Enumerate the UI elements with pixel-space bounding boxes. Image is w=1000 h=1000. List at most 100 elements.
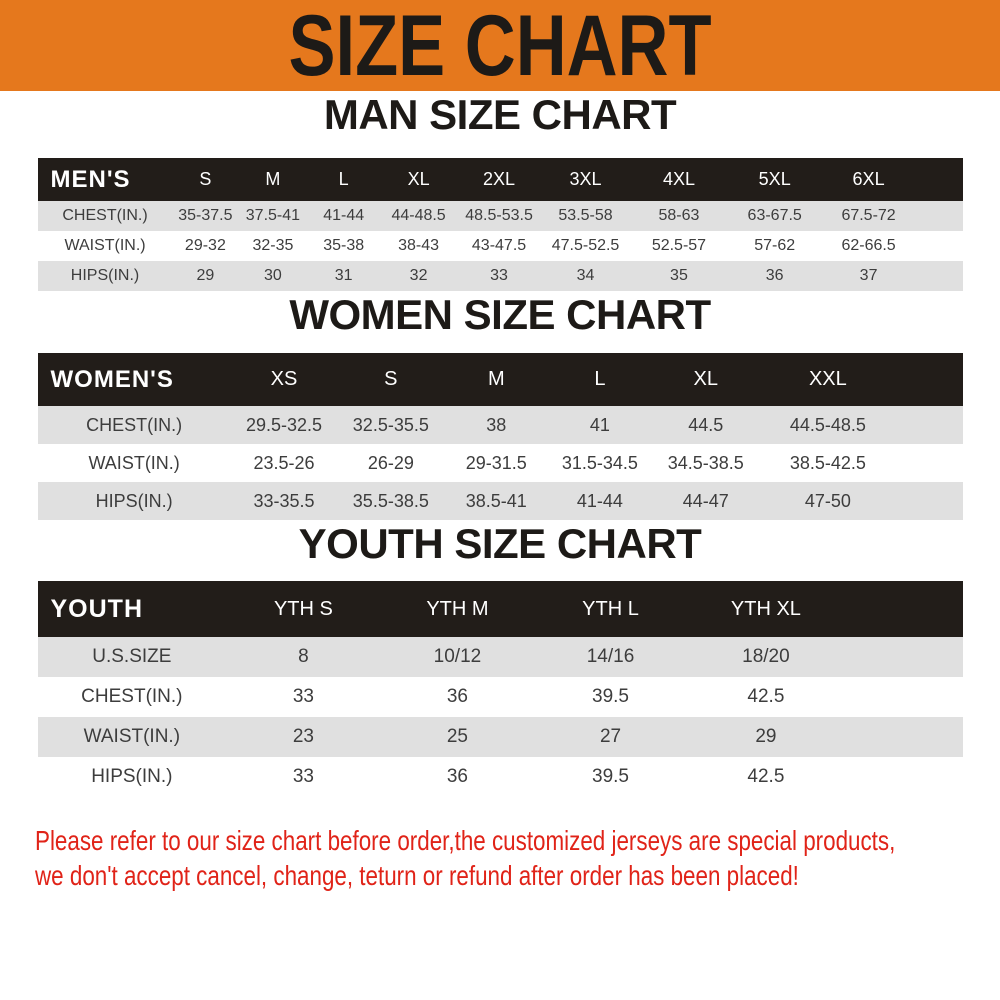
size-value: 42.5	[747, 766, 785, 787]
size-value: 35-37.5	[178, 207, 233, 224]
row-label: HIPS(IN.)	[95, 490, 173, 511]
youth-section-heading: YOUTH SIZE CHART	[298, 520, 702, 567]
women-col-header: XS	[270, 368, 298, 390]
size-value: 36	[765, 267, 784, 284]
size-value: 58-63	[658, 207, 700, 224]
size-value: 36	[446, 686, 468, 707]
size-value: 10/12	[433, 646, 482, 667]
footer-note: Please refer to our size chart before or…	[0, 823, 1000, 893]
size-value: 35-38	[323, 237, 365, 254]
youth-header-row: YOUTH YTH S YTH M YTH L YTH XL	[37, 581, 963, 637]
women-col-header: M	[487, 368, 505, 390]
spacer-cell	[896, 406, 963, 444]
size-value: 29-31.5	[465, 452, 527, 473]
size-value: 29.5-32.5	[245, 414, 323, 435]
banner-title: SIZE CHART	[288, 0, 712, 94]
size-value: 47.5-52.5	[551, 237, 620, 254]
men-col-header: XL	[407, 169, 430, 189]
men-hips-row: HIPS(IN.) 29 30 31 32 33 34 35 36 37	[37, 261, 963, 291]
size-value: 39.5	[592, 686, 629, 707]
row-label: WAIST(IN.)	[88, 452, 180, 473]
size-value: 23	[292, 726, 314, 747]
size-value: 53.5-58	[558, 207, 613, 224]
women-header-row: WOMEN'S XS S M L XL XXL	[37, 353, 963, 406]
men-chest-row: CHEST(IN.) 35-37.5 37.5-41 41-44 44-48.5…	[37, 201, 963, 231]
size-value: 29-32	[184, 237, 226, 254]
size-value: 33	[292, 766, 314, 787]
spacer-cell	[915, 201, 962, 231]
youth-header-label: YOUTH	[50, 594, 143, 623]
size-value: 57-62	[754, 237, 796, 254]
size-value: 32.5-35.5	[352, 414, 429, 435]
spacer-cell	[896, 353, 963, 406]
footer-text-2: we don't accept cancel, change, teturn o…	[35, 860, 799, 891]
footer-line-2: we don't accept cancel, change, teturn o…	[35, 858, 1000, 893]
row-label: CHEST(IN.)	[81, 686, 183, 707]
size-value: 8	[298, 646, 309, 667]
spacer-cell	[845, 677, 963, 717]
size-value: 41-44	[323, 207, 365, 224]
size-value: 30	[264, 267, 282, 284]
youth-col-header: YTH L	[582, 597, 639, 620]
size-value: 35.5-38.5	[352, 490, 429, 511]
men-col-header: L	[338, 169, 349, 189]
spacer-cell	[915, 231, 962, 261]
size-value: 37.5-41	[245, 207, 301, 224]
size-value: 43-47.5	[471, 237, 527, 254]
youth-hips-row: HIPS(IN.) 33 36 39.5 42.5	[37, 757, 963, 797]
youth-col-header: YTH XL	[730, 597, 801, 620]
size-value: 31	[334, 267, 353, 284]
size-value: 32-35	[252, 237, 294, 254]
size-value: 48.5-53.5	[465, 207, 533, 224]
size-value: 44-47	[682, 490, 729, 511]
spacer-cell	[915, 158, 962, 201]
row-label: U.S.SIZE	[92, 646, 172, 667]
spacer-cell	[896, 444, 963, 482]
size-value: 44-48.5	[391, 207, 446, 224]
youth-size-table: YOUTH YTH S YTH M YTH L YTH XL U.S.SIZE …	[37, 581, 963, 797]
row-label: CHEST(IN.)	[62, 207, 148, 224]
size-value: 23.5-26	[253, 452, 315, 473]
size-value: 62-66.5	[841, 237, 896, 254]
size-value: 44.5	[688, 414, 724, 435]
spacer-cell	[845, 581, 963, 637]
row-label: HIPS(IN.)	[91, 766, 173, 787]
women-section-heading: WOMEN SIZE CHART	[289, 291, 711, 338]
size-value: 29	[755, 726, 777, 747]
women-chest-row: CHEST(IN.) 29.5-32.5 32.5-35.5 38 41 44.…	[37, 406, 963, 444]
men-col-header: 5XL	[758, 169, 791, 189]
men-col-header: S	[199, 169, 212, 189]
size-value: 34.5-38.5	[667, 452, 744, 473]
youth-ussize-row: U.S.SIZE 8 10/12 14/16 18/20	[37, 637, 963, 677]
size-value: 34	[576, 267, 595, 284]
size-value: 33	[292, 686, 314, 707]
men-col-header: 4XL	[662, 169, 695, 189]
size-value: 31.5-34.5	[561, 452, 638, 473]
size-value: 38.5-41	[465, 490, 527, 511]
size-value: 36	[446, 766, 468, 787]
size-value: 35	[670, 267, 688, 284]
size-value: 38-43	[398, 237, 440, 254]
youth-col-header: YTH M	[426, 597, 489, 620]
spacer-cell	[845, 717, 963, 757]
size-value: 32	[409, 267, 428, 284]
spacer-cell	[845, 757, 963, 797]
size-value: 67.5-72	[841, 207, 896, 224]
size-value: 38	[486, 414, 507, 435]
size-value: 14/16	[586, 646, 635, 667]
footer-line-1: Please refer to our size chart before or…	[35, 823, 1000, 858]
size-value: 33	[490, 267, 508, 284]
footer-text-1: Please refer to our size chart before or…	[35, 825, 896, 856]
women-col-header: XL	[693, 368, 719, 390]
youth-col-header: YTH S	[273, 597, 333, 620]
youth-waist-row: WAIST(IN.) 23 25 27 29	[37, 717, 963, 757]
size-value: 29	[196, 267, 215, 284]
women-col-header: S	[384, 368, 398, 390]
size-value: 41	[589, 414, 610, 435]
size-value: 38.5-42.5	[789, 452, 866, 473]
men-header-label: MEN'S	[50, 165, 131, 193]
spacer-cell	[915, 261, 962, 291]
row-label: HIPS(IN.)	[70, 267, 140, 284]
youth-chest-row: CHEST(IN.) 33 36 39.5 42.5	[37, 677, 963, 717]
men-size-table: MEN'S S M L XL 2XL 3XL 4XL 5XL 6XL CHEST…	[37, 158, 963, 291]
